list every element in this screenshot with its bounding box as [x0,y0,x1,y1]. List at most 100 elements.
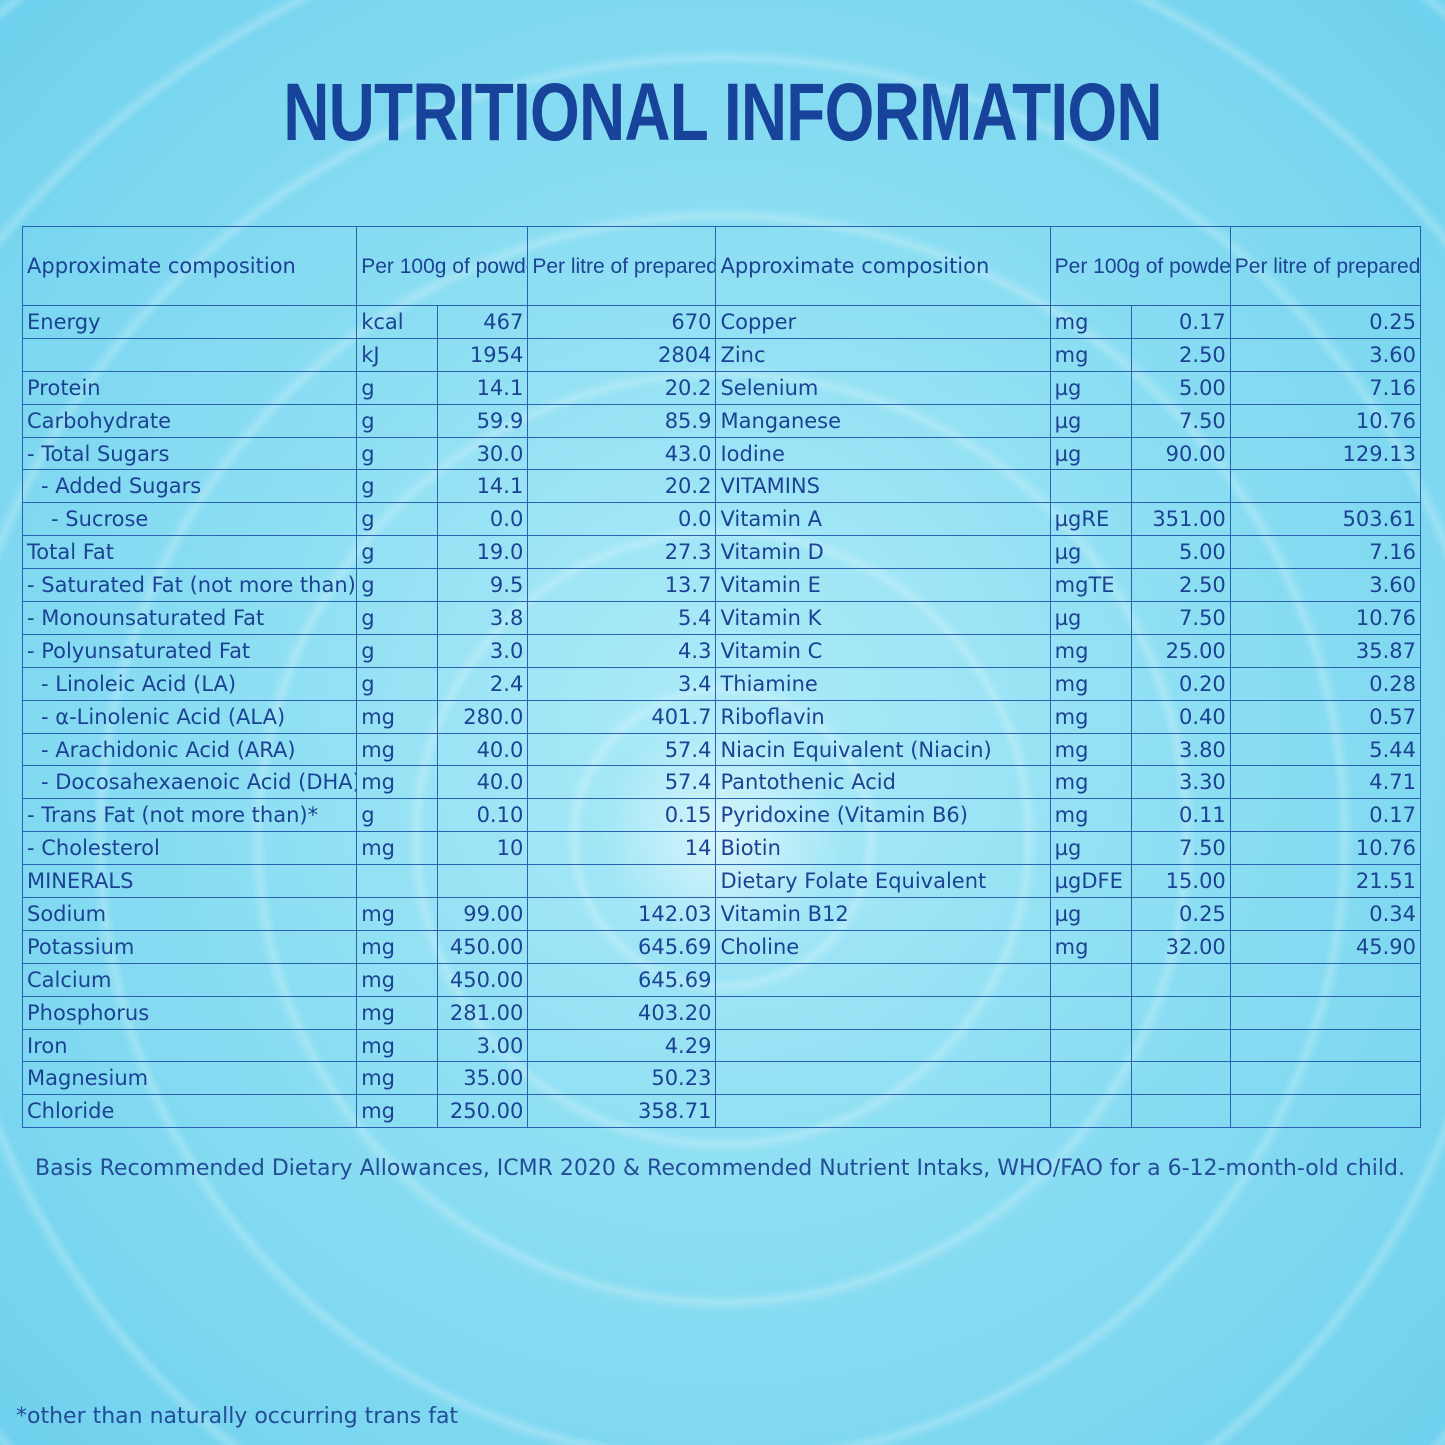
value-per-100g [1130,962,1231,997]
value-per-litre: 3.4 [527,666,717,701]
value-per-litre [1229,1094,1422,1129]
nutrient-name: Vitamin C [715,633,1051,668]
nutrient-name: - Saturated Fat (not more than) [21,568,358,603]
value-per-litre: 2804 [527,337,717,372]
nutrient-unit: g [356,535,439,570]
nutrient-unit: g [356,601,439,635]
nutrient-name: Vitamin A [715,502,1051,537]
value-per-litre: 7.16 [1229,370,1422,405]
value-per-100g [1130,995,1231,1030]
nutrient-name: Chloride [21,1094,358,1129]
value-per-100g: 0.17 [1130,305,1231,339]
value-per-100g: 14.1 [437,370,529,405]
nutrient-unit: µgDFE [1049,864,1132,899]
nutrient-unit: mg [1049,666,1132,701]
nutrient-name: - Linoleic Acid (LA) [21,666,358,701]
value-per-100g: 14.1 [437,469,529,504]
table-row: - Docosahexaenoic Acid (DHA) mg 40.0 57.4 Pa… [21,765,1422,800]
value-per-litre: 57.4 [527,765,717,800]
nutrient-unit: kcal [356,305,439,339]
nutrient-unit [1049,995,1132,1030]
value-per-litre [1229,1028,1422,1063]
nutrient-unit: mg [1049,633,1132,668]
value-per-100g: 281.00 [437,995,529,1030]
nutrient-name: Biotin [715,831,1051,866]
value-per-litre: 0.15 [527,798,717,833]
value-per-litre: 7.16 [1229,535,1422,570]
value-per-litre: 0.34 [1229,897,1422,931]
nutrient-name: Pyridoxine (Vitamin B6) [715,798,1051,833]
nutrient-unit: mg [1049,929,1132,964]
nutrient-unit: g [356,370,439,405]
nutrient-name [715,962,1051,997]
value-per-litre: 645.69 [527,929,717,964]
value-per-litre: 0.25 [1229,305,1422,339]
value-per-litre: 27.3 [527,535,717,570]
value-per-litre [1229,995,1422,1030]
nutrient-unit: mg [356,929,439,964]
value-per-litre: 10.76 [1229,403,1422,438]
nutrient-name: Sodium [21,897,358,931]
table-row: Protein g 14.1 20.2 Selenium µg 5.00 7.16 [21,370,1422,405]
nutrient-unit: g [356,436,439,471]
header-per100g-left: Per 100g of powder [356,226,529,306]
value-per-litre: 43.0 [527,436,717,471]
nutrition-table: Approximate composition Per 100g of powd… [21,226,1422,1129]
table-row: - Total Sugars g 30.0 43.0 Iodine µg 90.00 129.… [21,436,1422,471]
value-per-litre: 4.71 [1229,765,1422,800]
value-per-100g: 7.50 [1130,403,1231,438]
table-row: Chloride mg 250.00 358.71 [21,1094,1422,1129]
nutrient-unit: mg [356,995,439,1030]
value-per-100g: 30.0 [437,436,529,471]
basis-note: Basis Recommended Dietary Allowances, IC… [35,1156,1405,1181]
nutrient-unit: mg [356,831,439,866]
nutrient-unit: mg [356,1061,439,1096]
value-per-litre [1229,469,1422,504]
value-per-litre: 645.69 [527,962,717,997]
nutrient-unit: µgRE [1049,502,1132,537]
value-per-litre: 10.76 [1229,601,1422,635]
nutrient-unit [1049,469,1132,504]
nutrient-name: - Monounsaturated Fat [21,601,358,635]
nutrient-name: - Docosahexaenoic Acid (DHA) [21,765,358,800]
value-per-litre: 670 [527,305,717,339]
value-per-litre: 4.3 [527,633,717,668]
value-per-100g: 0.11 [1130,798,1231,833]
nutrient-name: - α-Linolenic Acid (ALA) [21,699,358,734]
nutrient-unit: µg [1049,436,1132,471]
table-row: - Added Sugars g 14.1 20.2 VITAMINS [21,469,1422,504]
nutrient-unit: g [356,502,439,537]
table-row: Phosphorus mg 281.00 403.20 [21,995,1422,1030]
nutrient-name [715,1061,1051,1096]
nutrient-unit: mg [356,1094,439,1129]
value-per-100g: 467 [437,305,529,339]
table-row: kJ 1954 2804 Zinc mg 2.50 3.60 [21,337,1422,372]
nutrient-name: Thiamine [715,666,1051,701]
value-per-100g: 3.00 [437,1028,529,1063]
table-row: Sodium mg 99.00 142.03 Vitamin B12 µg 0.25 0.34 [21,897,1422,931]
nutrient-unit: kJ [356,337,439,372]
table-row: Energy kcal 467 670 Copper mg 0.17 0.25 [21,305,1422,339]
nutrient-name: - Trans Fat (not more than)* [21,798,358,833]
value-per-litre: 358.71 [527,1094,717,1129]
nutrient-name: - Added Sugars [21,469,358,504]
table-row: Potassium mg 450.00 645.69 Choline mg 32.00 45.… [21,929,1422,964]
nutrient-unit: g [356,798,439,833]
value-per-litre: 10.76 [1229,831,1422,866]
trans-fat-footnote: *other than naturally occurring trans fa… [16,1404,459,1429]
value-per-litre: 129.13 [1229,436,1422,471]
nutrient-name: Vitamin K [715,601,1051,635]
value-per-litre: 0.17 [1229,798,1422,833]
table-row: - Arachidonic Acid (ARA) mg 40.0 57.4 Niacin… [21,732,1422,767]
value-per-100g: 10 [437,831,529,866]
section-heading: MINERALS [21,864,358,899]
header-perlitre-right: Per litre of prepared formula [1229,226,1422,306]
nutrient-unit: g [356,403,439,438]
nutrient-name: Protein [21,370,358,405]
nutrient-name: - Total Sugars [21,436,358,471]
nutrient-unit: µg [1049,403,1132,438]
value-per-litre: 142.03 [527,897,717,931]
nutrient-unit: g [356,633,439,668]
value-per-100g: 40.0 [437,732,529,767]
